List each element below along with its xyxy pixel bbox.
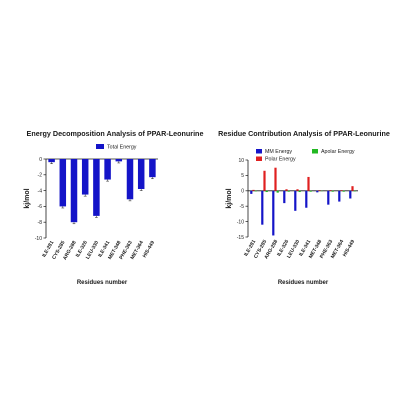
chart2-bar-apolar-energy [276,190,279,193]
chart2-y-tick-label: -10 [237,219,244,225]
chart2-bar-apolar-energy [287,190,290,192]
chart2-bar-polar-energy [351,186,354,191]
chart1-bar-total-energy [70,159,78,223]
chart2-bar-mm-energy [327,190,330,205]
chart1-y-tick-label: -4 [38,188,43,194]
chart2-y-tick-label: 0 [241,189,244,195]
chart1-bar-total-energy [126,159,134,200]
chart2-y-tick-label: 10 [238,158,244,164]
chart1-y-tick-label: -8 [38,220,43,226]
chart1-title: Energy Decomposition Analysis of PPAR-Le… [27,129,204,138]
chart2-bar-mm-energy [338,190,341,202]
chart2-bar-mm-energy [261,190,264,225]
chart2-bar-mm-energy [305,190,308,208]
chart2-bar-polar-energy [274,167,277,191]
chart2-bar-apolar-energy [254,190,257,192]
chart2-bar-apolar-energy [298,190,301,193]
chart1-y-tick-label: 0 [39,157,42,163]
chart1-bar-total-energy [48,159,55,163]
chart1-y-axis-label: kj/mol [24,188,31,208]
chart1-bar-total-energy [137,159,145,190]
chart2-title: Residue Contribution Analysis of PPAR-Le… [218,129,390,138]
chart1-x-axis-label: Residues number [77,280,128,286]
chart1-y-tick-label: -2 [38,173,43,179]
chart2-bar-polar-energy [307,176,310,191]
chart2-legend-label: MM Energy [265,149,292,155]
chart1-legend-swatch [96,144,104,149]
chart2-bar-polar-energy [340,190,343,191]
chart1-bar-total-energy [93,159,100,216]
chart2-y-tick-label: -5 [240,204,245,210]
chart2-legend-label: Apolar Energy [321,149,355,155]
chart2-bar-apolar-energy [353,190,356,192]
chart2-bar-mm-energy [316,190,319,193]
chart2-bar-mm-energy [294,190,297,211]
chart1-y-tick-label: -10 [35,236,42,242]
chart2-bar-polar-energy [296,189,299,191]
chart2-bar-polar-energy [263,170,266,191]
chart2-y-tick-label: -15 [237,235,244,241]
chart2-bar-polar-energy [329,190,332,191]
chart1-bar-total-energy [104,159,111,180]
chart2-bar-polar-energy [252,189,255,191]
chart2-bar-mm-energy [283,190,286,204]
chart2-legend-swatch [256,149,262,154]
chart2-legend-swatch [312,149,318,154]
chart2-bar-apolar-energy [265,190,268,193]
chart1-bar-total-energy [81,159,89,195]
chart2-bar-mm-energy [250,190,253,194]
chart2-bar-polar-energy [318,190,321,191]
chart2-x-axis-label: Residues number [278,280,329,286]
chart2-bar-polar-energy [285,189,288,191]
chart2-bar-apolar-energy [342,190,345,192]
chart1-bar-total-energy [115,159,123,162]
chart1-y-tick-label: -6 [38,204,43,210]
chart2-y-tick-label: 5 [241,173,244,179]
chart2-bar-apolar-energy [309,190,312,192]
chart2-bar-apolar-energy [331,190,334,192]
chart2-legend-swatch [256,156,262,161]
chart2-bar-mm-energy [272,190,275,236]
chart1-bar-total-energy [149,159,156,178]
chart2-y-axis-label: kj/mol [226,188,233,208]
chart2-bar-mm-energy [349,190,352,199]
chart1-bar-total-energy [59,159,67,207]
chart2-legend-label: Polar Energy [265,157,296,163]
chart1-legend-label: Total Energy [107,145,137,151]
